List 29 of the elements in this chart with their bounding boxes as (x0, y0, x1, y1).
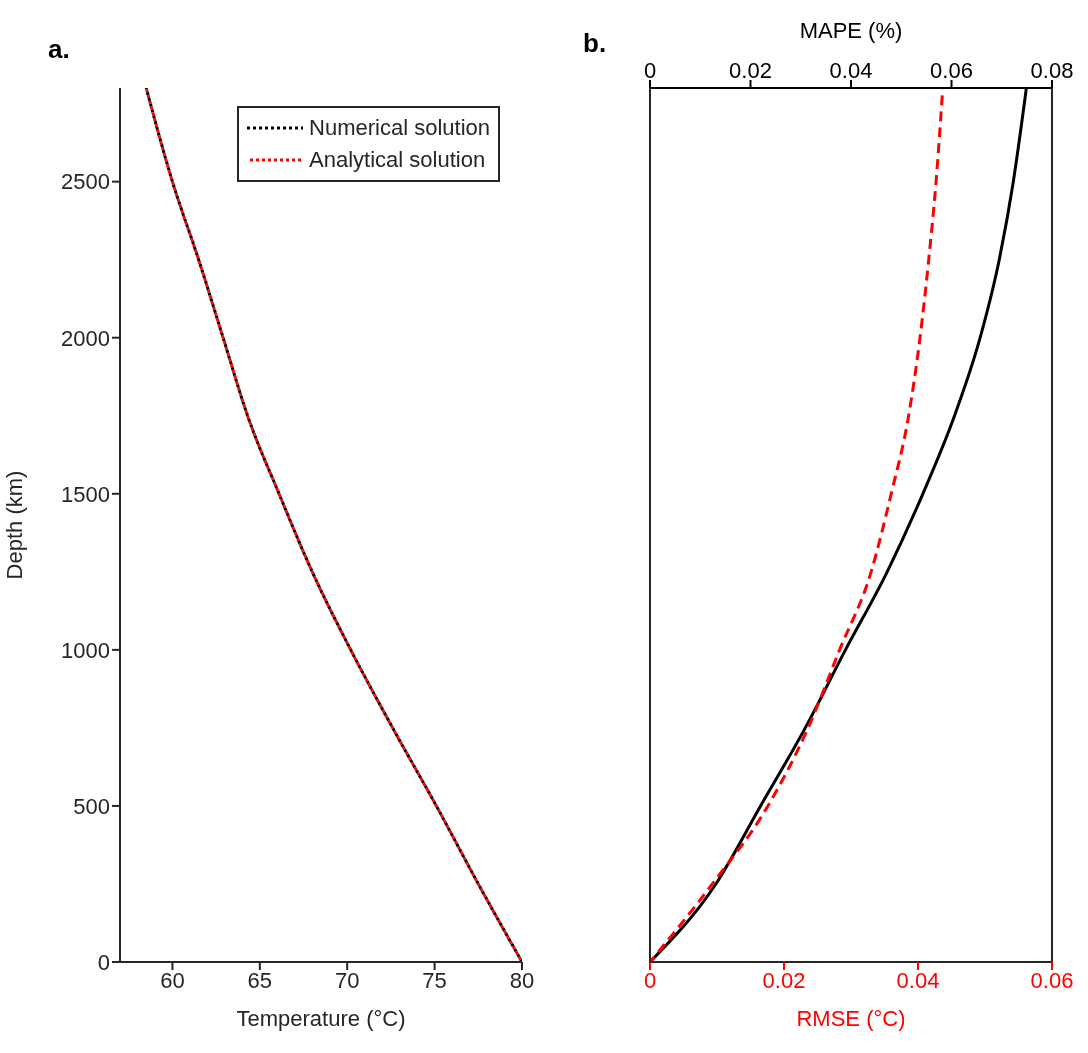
x-tick-label: 60 (160, 967, 185, 993)
x2-tick-label: 0 (643, 58, 657, 83)
y-tick-label: 1000 (61, 637, 110, 663)
x-tick-label: 80 (509, 967, 535, 993)
y-tick-label: 1500 (61, 481, 110, 507)
x2-tick-label: 0.06 (930, 58, 973, 83)
x-tick-label: 0.02 (762, 967, 806, 993)
y-tick-label: 0 (97, 949, 110, 975)
x-axis-title: Temperature (°C) (236, 1006, 406, 1031)
y-tick-label: 2000 (61, 325, 110, 351)
x-tick-label: 65 (247, 967, 273, 993)
legend-label: Analytical solution (309, 146, 486, 174)
y-tick-label: 2500 (61, 169, 110, 195)
line-series (144, 88, 522, 962)
x2-tick-label: 0.04 (829, 58, 873, 83)
x-tick-label: 0.04 (896, 967, 940, 993)
chart-title: a. (48, 34, 70, 65)
x2-tick-label: 0.02 (729, 58, 772, 83)
x2-axis-title: MAPE (%) (799, 17, 903, 43)
x-tick-label: 0.06 (1030, 967, 1074, 993)
x-tick-label: 75 (422, 967, 447, 993)
y-tick-label: 500 (73, 793, 110, 819)
y-axis-title: Depth (km) (1, 470, 27, 580)
legend-label: Numerical solution (309, 114, 490, 142)
x-tick-label: 0 (643, 967, 657, 993)
x-axis-title: RMSE (°C) (796, 1006, 906, 1031)
chart-title: b. (583, 28, 607, 59)
x-tick-label: 70 (334, 967, 360, 993)
x2-tick-label: 0.08 (1030, 58, 1074, 83)
